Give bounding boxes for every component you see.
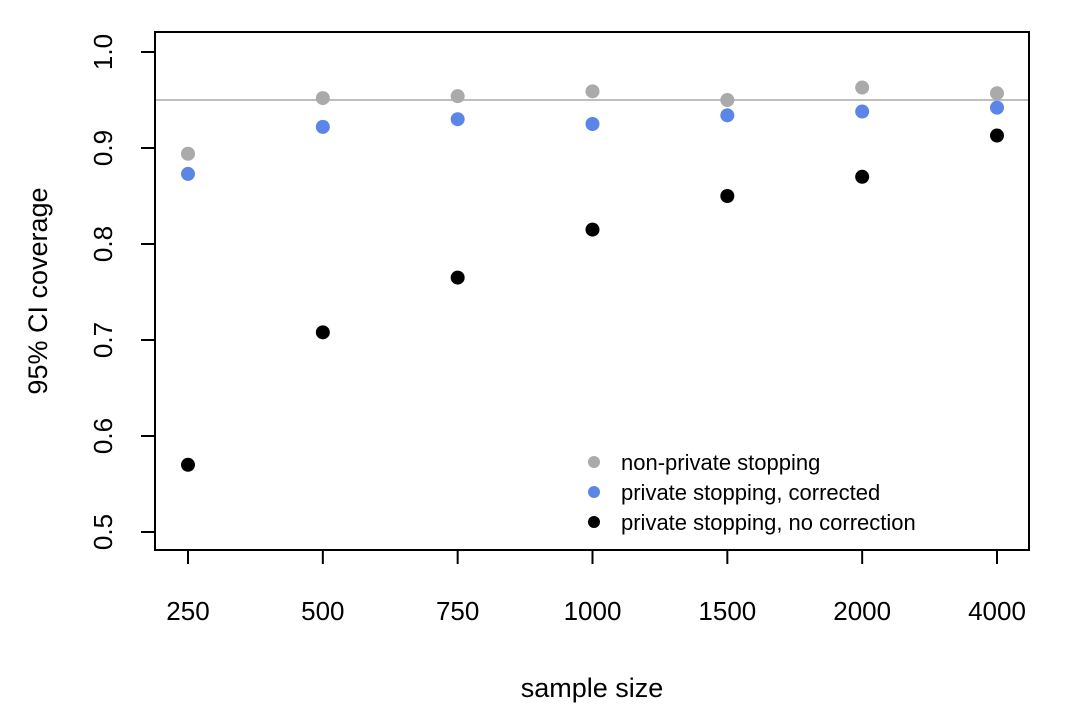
data-point [720, 189, 735, 203]
x-tick-label: 1500 [698, 596, 756, 626]
y-tick-label: 0.5 [88, 514, 118, 550]
data-point [720, 93, 735, 107]
data-point [450, 89, 465, 104]
y-tick-label: 1.0 [88, 34, 118, 70]
data-point [315, 91, 330, 106]
data-point [315, 325, 330, 340]
legend-label: non-private stopping [621, 450, 820, 475]
data-point [855, 80, 870, 95]
data-point [315, 119, 330, 134]
series-3 [181, 128, 1004, 472]
x-axis-title: sample size [521, 673, 664, 703]
data-point [990, 100, 1004, 115]
data-point [855, 169, 870, 184]
data-point [720, 108, 735, 123]
legend-label: private stopping, no correction [621, 510, 916, 535]
data-point [990, 128, 1004, 143]
data-point [450, 112, 465, 127]
data-point [585, 117, 600, 131]
y-tick-label: 0.6 [88, 418, 118, 454]
legend-marker [588, 456, 600, 468]
data-point [450, 270, 465, 285]
x-tick-label: 750 [436, 596, 479, 626]
y-tick-label: 0.8 [88, 226, 118, 262]
data-point [585, 84, 600, 99]
y-axis: 0.5 0.6 0.7 0.8 0.9 1.0 [88, 34, 156, 550]
data-point [181, 457, 195, 472]
x-tick-label: 2000 [833, 596, 891, 626]
y-tick-label: 0.9 [88, 130, 118, 166]
x-axis: 250 500 750 1000 1500 2000 4000 [166, 549, 1026, 626]
x-tick-label: 1000 [564, 596, 622, 626]
series-1 [181, 80, 1004, 161]
data-point [585, 222, 600, 237]
y-tick-label: 0.7 [88, 322, 118, 358]
y-axis-title: 95% CI coverage [23, 187, 53, 394]
legend-label: private stopping, corrected [621, 480, 880, 505]
x-tick-label: 4000 [968, 596, 1026, 626]
x-tick-label: 250 [166, 596, 209, 626]
data-point [855, 104, 870, 119]
plot-frame [154, 31, 1030, 551]
series-2 [181, 100, 1004, 181]
legend: non-private stopping private stopping, co… [588, 450, 916, 535]
data-point [181, 146, 195, 161]
data-point [990, 86, 1004, 101]
x-tick-label: 500 [301, 596, 344, 626]
legend-marker [588, 486, 600, 498]
legend-marker [588, 516, 600, 528]
data-point [181, 166, 195, 181]
